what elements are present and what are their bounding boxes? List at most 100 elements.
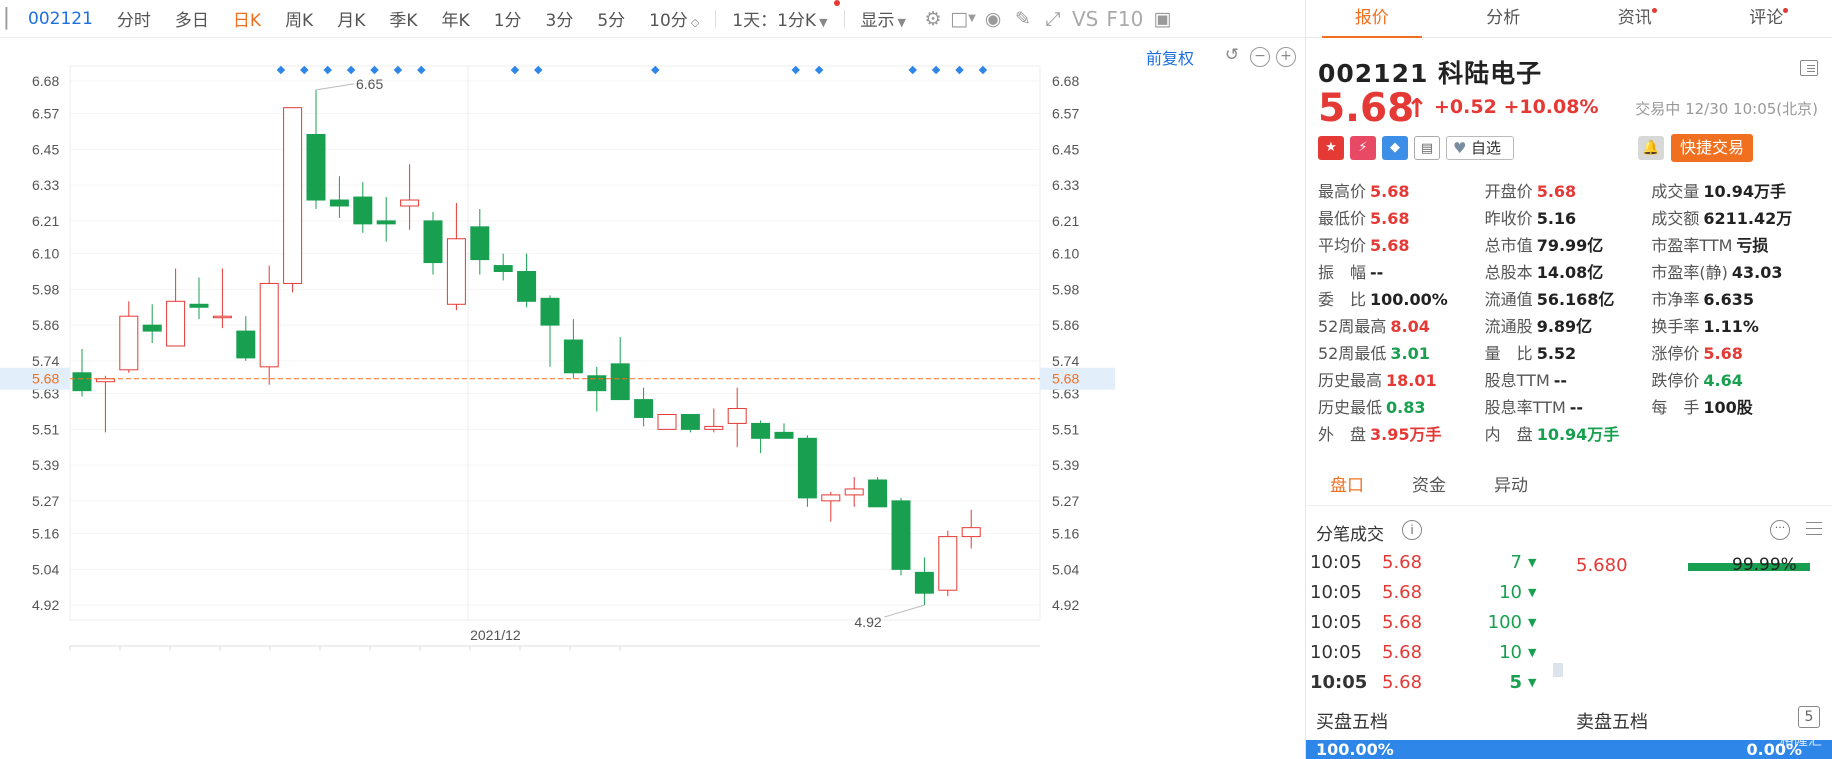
tab-daily-k[interactable]: 日K [232, 11, 262, 31]
candle-body[interactable] [634, 399, 654, 418]
tab-abnormal[interactable]: 异动 [1494, 476, 1528, 496]
scroll-thumb[interactable] [1553, 663, 1563, 677]
tab-comments[interactable]: 评论 [1701, 0, 1832, 37]
candle-body[interactable] [704, 425, 724, 430]
event-marker[interactable] [300, 65, 309, 75]
candle-body[interactable] [72, 372, 92, 392]
tab-analysis[interactable]: 分析 [1438, 0, 1570, 37]
candle-body[interactable] [212, 315, 232, 319]
pencil-icon[interactable]: ✎ [1015, 7, 1031, 30]
event-marker[interactable] [814, 65, 824, 75]
tab-1min[interactable]: 1分 [493, 11, 522, 31]
fullscreen-icon[interactable]: ⤢ [1045, 7, 1061, 30]
candle-body[interactable] [423, 220, 443, 264]
candle-body[interactable] [329, 199, 349, 207]
event-marker[interactable] [510, 65, 520, 75]
event-marker[interactable] [417, 65, 426, 75]
rectangle-draw-icon[interactable]: □ ▼ [950, 7, 976, 30]
candle-body[interactable] [587, 375, 607, 392]
info-icon[interactable]: i [1402, 520, 1422, 540]
tag-icon[interactable]: ◆ [1382, 136, 1408, 160]
candle-body[interactable] [938, 536, 958, 591]
candle-body[interactable] [774, 431, 794, 439]
candlestick-chart[interactable]: 6.68 6.68 6.57 6.57 6.45 6.45 6.33 6.33 6.21 6.21… [0, 38, 1305, 759]
event-marker[interactable] [955, 65, 964, 75]
event-marker[interactable] [931, 65, 941, 75]
adjust-mode-button[interactable]: 前复权 [1146, 49, 1195, 68]
period-select[interactable]: 1天：1分K ▼ [720, 0, 840, 31]
candle-body[interactable] [353, 196, 373, 225]
candle-body[interactable] [470, 226, 490, 261]
tab-quarterly-k[interactable]: 季K [389, 11, 418, 31]
add-favorite-button[interactable]: ♥ 自选 [1446, 136, 1514, 160]
candle-body[interactable] [189, 303, 209, 308]
more-icon[interactable]: ··· [1770, 520, 1790, 540]
candle-body[interactable] [493, 265, 513, 273]
candle-body[interactable] [727, 408, 747, 424]
candle-body[interactable] [821, 494, 841, 502]
candle-body[interactable] [119, 315, 139, 371]
sidebar-toggle-icon[interactable]: ▏ [5, 7, 21, 30]
tab-capital-flow[interactable]: 资金 [1412, 476, 1446, 496]
camera-icon[interactable]: ◉ [984, 7, 1002, 30]
tab-monthly-k[interactable]: 月K [337, 11, 366, 31]
tab-order-book[interactable]: 盘口 [1330, 476, 1364, 496]
event-marker[interactable] [908, 65, 917, 75]
candle-body[interactable] [914, 571, 934, 594]
tab-5min[interactable]: 5分 [597, 11, 626, 31]
lightning-icon[interactable]: ⚡ [1350, 136, 1376, 160]
five-levels-icon[interactable]: 5 [1798, 706, 1820, 728]
tab-quote[interactable]: 报价 [1306, 0, 1438, 38]
candle-body[interactable] [891, 500, 911, 570]
vs-button[interactable]: VS [1072, 6, 1099, 31]
event-marker[interactable] [791, 65, 800, 75]
candle-body[interactable] [657, 413, 677, 430]
zoom-out-icon[interactable]: − [1250, 47, 1270, 67]
event-marker[interactable] [534, 65, 543, 75]
event-marker[interactable] [393, 65, 403, 75]
candle-body[interactable] [797, 437, 817, 499]
tab-news[interactable]: 资讯 [1569, 0, 1701, 37]
panel-toggle-icon[interactable]: ▣ [1153, 7, 1172, 30]
candle-body[interactable] [563, 339, 583, 374]
candle-body[interactable] [259, 282, 279, 368]
candle-body[interactable] [961, 527, 981, 538]
reset-icon[interactable]: ↺ [1224, 45, 1240, 65]
stock-code[interactable]: 002121 [28, 8, 93, 29]
candle-body[interactable] [540, 297, 560, 326]
list-icon[interactable] [1802, 520, 1822, 538]
candle-body[interactable] [517, 271, 537, 302]
candle-body[interactable] [446, 238, 466, 305]
tab-3min[interactable]: 3分 [545, 11, 574, 31]
event-marker[interactable] [370, 65, 379, 75]
tab-intraday[interactable]: 分时 [116, 11, 151, 31]
candle-body[interactable] [680, 413, 700, 430]
candle-body[interactable] [868, 479, 888, 508]
candle-body[interactable] [166, 300, 186, 347]
candle-body[interactable] [283, 107, 303, 284]
document-icon[interactable]: ▤ [1414, 136, 1440, 160]
event-marker[interactable] [323, 65, 332, 75]
event-marker[interactable] [276, 65, 286, 75]
display-menu[interactable]: 显示 ▼ [849, 6, 918, 31]
alert-bell-icon[interactable]: 🔔 [1638, 136, 1664, 160]
quick-trade-button[interactable]: 快捷交易 [1671, 134, 1753, 162]
candle-body[interactable] [610, 363, 630, 401]
tab-yearly-k[interactable]: 年K [441, 11, 470, 31]
tab-10min[interactable]: 10分 ◇ [637, 6, 711, 31]
candle-body[interactable] [751, 422, 771, 439]
tab-weekly-k[interactable]: 周K [285, 11, 314, 31]
event-marker[interactable] [978, 65, 988, 75]
event-marker[interactable] [651, 65, 660, 75]
settings-icon[interactable]: ⚙ [924, 7, 942, 30]
zoom-in-icon[interactable]: + [1276, 47, 1296, 67]
candle-body[interactable] [306, 134, 326, 201]
event-marker[interactable] [346, 65, 356, 75]
tab-multiday[interactable]: 多日 [174, 11, 209, 31]
candle-body[interactable] [236, 330, 256, 359]
candle-body[interactable] [844, 488, 864, 496]
candle-body[interactable] [142, 324, 162, 332]
menu-icon[interactable] [1800, 60, 1818, 76]
candle-body[interactable] [400, 199, 420, 207]
china-flag-icon[interactable]: ★ [1318, 136, 1344, 160]
